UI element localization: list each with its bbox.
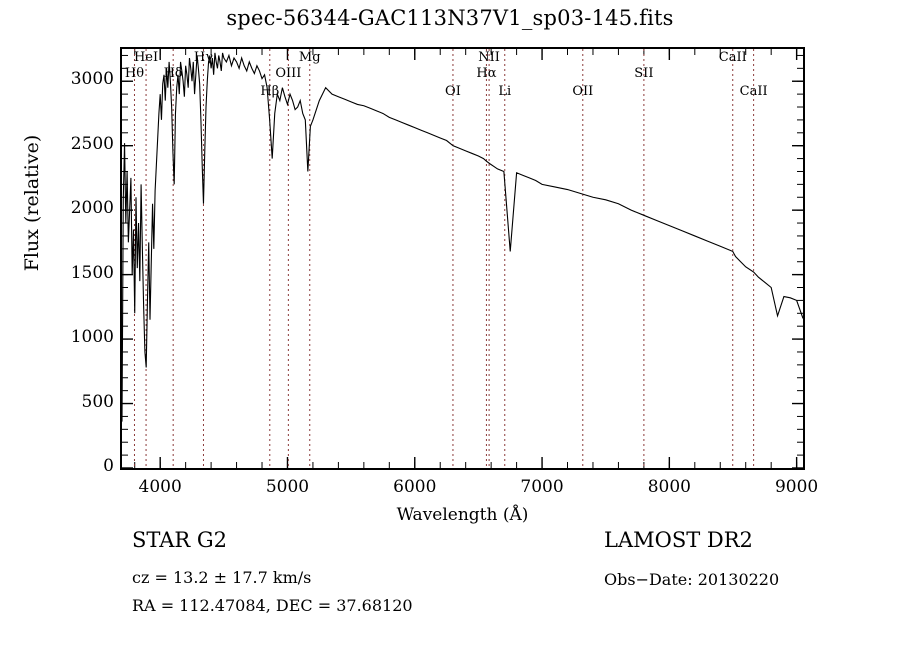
x-tick-label: 5000 xyxy=(265,477,310,497)
spectral-line-label: NII xyxy=(478,50,500,65)
x-tick-label: 6000 xyxy=(393,477,437,497)
spectral-line-label: SII xyxy=(634,66,654,81)
axis-minor-ticks xyxy=(122,49,803,468)
spectral-line-label: CaII xyxy=(718,50,747,65)
y-tick-label: 2500 xyxy=(70,133,114,154)
x-axis-label: Wavelength (Å) xyxy=(396,505,529,525)
plot-area xyxy=(120,47,805,470)
spectral-line-markers xyxy=(133,49,755,468)
y-tick-label: 3000 xyxy=(70,69,114,90)
spectral-line-label: HeI xyxy=(133,50,159,65)
spectral-line-label: OII xyxy=(572,84,594,99)
spectral-line-label: Li xyxy=(498,84,512,99)
spectral-line-label: OIII xyxy=(275,66,302,81)
spectrum-svg xyxy=(122,49,803,468)
observation-date: Obs−Date: 20130220 xyxy=(604,570,780,589)
page-title: spec-56344-GAC113N37V1_sp03-145.fits xyxy=(226,6,674,30)
spectral-line-label: Hα xyxy=(476,66,497,81)
spectral-line-label: Hβ xyxy=(260,84,280,99)
x-tick-label: 8000 xyxy=(647,477,691,497)
axis-major-ticks xyxy=(122,49,803,468)
x-tick-label: 9000 xyxy=(774,477,819,497)
object-class: STAR G2 xyxy=(132,528,228,552)
x-tick-label: 7000 xyxy=(520,477,564,497)
y-tick-label: 500 xyxy=(81,391,114,412)
y-axis-label: Flux (relative) xyxy=(21,134,43,272)
spectral-line-label: OI xyxy=(445,84,461,99)
spectral-line-label: Hγ xyxy=(193,50,214,65)
y-tick-label: 2000 xyxy=(70,198,114,219)
spectral-line-label: Hδ xyxy=(163,66,183,81)
y-tick-label: 1500 xyxy=(70,262,114,283)
spectrum-curve xyxy=(122,52,803,422)
spectral-line-label: CaII xyxy=(739,84,768,99)
y-tick-label: 1000 xyxy=(70,327,114,348)
x-tick-label: 4000 xyxy=(138,477,182,497)
spectral-line-label: Hθ xyxy=(124,66,145,81)
coordinates: RA = 112.47084, DEC = 37.68120 xyxy=(132,596,413,615)
radial-velocity: cz = 13.2 ± 17.7 km/s xyxy=(132,568,312,587)
y-tick-label: 0 xyxy=(103,456,114,476)
survey-name: LAMOST DR2 xyxy=(604,528,753,552)
spectral-line-label: Mg xyxy=(298,50,321,65)
